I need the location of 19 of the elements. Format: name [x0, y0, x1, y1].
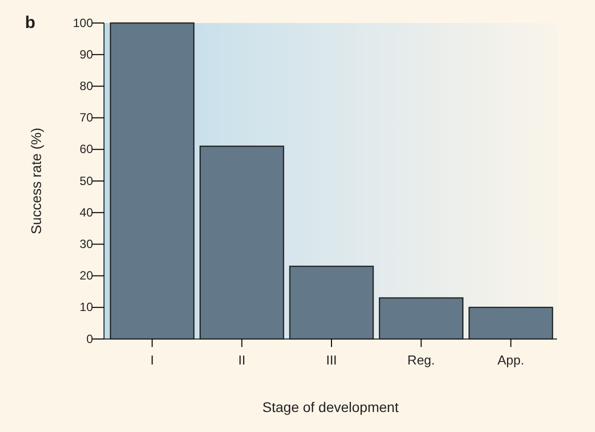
y-tick-label: 90: [80, 47, 94, 62]
y-tick-label: 40: [80, 205, 94, 220]
x-tick-label: Reg.: [407, 352, 435, 368]
x-tick-label: I: [150, 352, 154, 368]
y-tick-label: 20: [80, 268, 94, 283]
x-tick-label: App.: [497, 352, 524, 368]
x-axis-title: Stage of development: [262, 399, 399, 415]
y-tick-label: 70: [80, 110, 94, 125]
y-tick-label: 10: [80, 300, 94, 314]
y-tick-label: 0: [86, 332, 94, 346]
y-tick-label: 30: [80, 237, 94, 252]
y-tick-label: 50: [80, 174, 94, 188]
x-tick-label: II: [238, 352, 246, 368]
chart-title: b: [25, 13, 36, 32]
y-tick-label: 60: [80, 142, 94, 156]
y-axis-title: Success rate (%): [28, 128, 44, 234]
y-tick-label: 100: [72, 16, 94, 30]
x-tick-label: III: [326, 352, 337, 368]
y-tick-label: 80: [80, 79, 94, 94]
